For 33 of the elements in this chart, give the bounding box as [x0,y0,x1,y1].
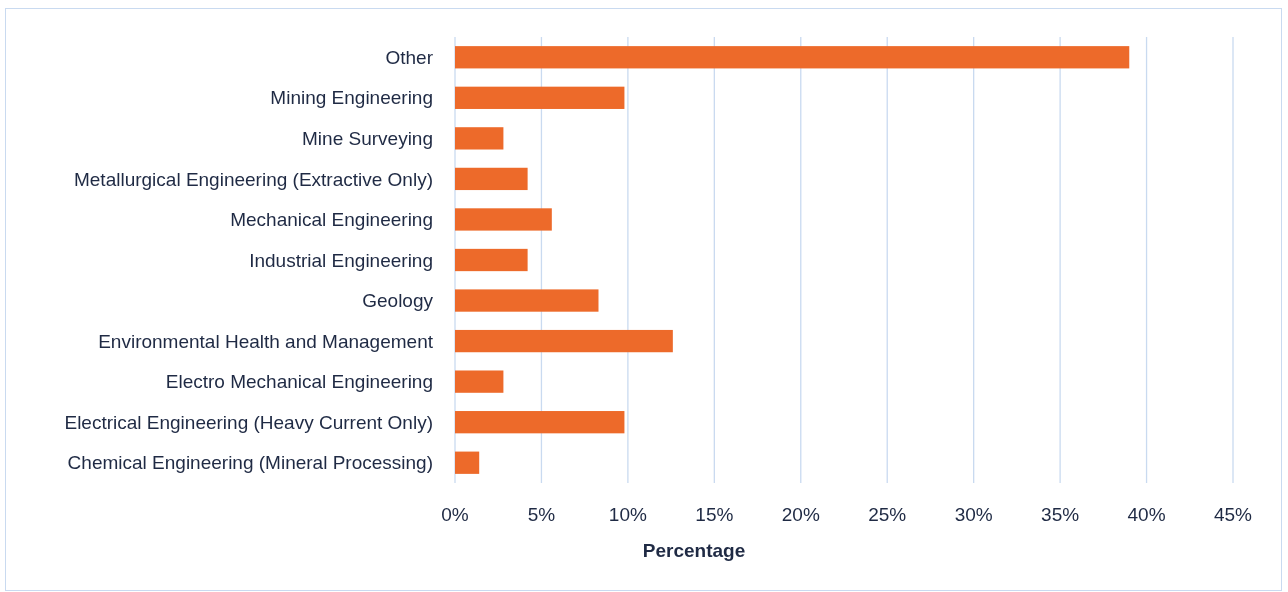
y-tick-label: Metallurgical Engineering (Extractive Only) [73,168,433,190]
y-tick-label: Mechanical Engineering [230,209,433,231]
x-tick-label: 25% [868,503,907,525]
bar [455,248,528,272]
x-tick-label: 40% [1127,503,1166,525]
x-tick-label: 35% [1041,503,1080,525]
bar [455,289,599,312]
y-tick-label: Other [385,46,434,68]
bar [455,370,504,393]
x-tick-label: 45% [1213,503,1253,525]
y-tick-label: Environmental Health and Management [98,330,434,352]
x-axis-title: Percentage [642,539,746,561]
y-tick-label: Mining Engineering [270,87,433,109]
x-tick-label: 5% [527,503,556,525]
y-tick-label: Electrical Engineering (Heavy Current Only) [64,411,433,433]
y-tick-label: Geology [362,290,434,312]
bar [455,167,528,191]
x-tick-label: 0% [441,503,469,525]
x-tick-label: 10% [608,503,648,525]
bar [455,451,480,474]
bar [455,127,504,150]
bar [455,208,552,231]
bar [455,329,673,353]
y-tick-label: Chemical Engineering (Mineral Processing) [67,452,433,474]
x-tick-label: 15% [695,503,734,525]
bar [455,86,625,109]
bar [455,411,625,434]
y-tick-label: Mine Surveying [302,128,433,150]
y-tick-label: Electro Mechanical Engineering [165,371,433,393]
bar [455,46,1130,69]
y-tick-label: Industrial Engineering [249,249,433,271]
x-tick-label: 30% [954,503,993,525]
x-tick-label: 20% [781,503,820,525]
